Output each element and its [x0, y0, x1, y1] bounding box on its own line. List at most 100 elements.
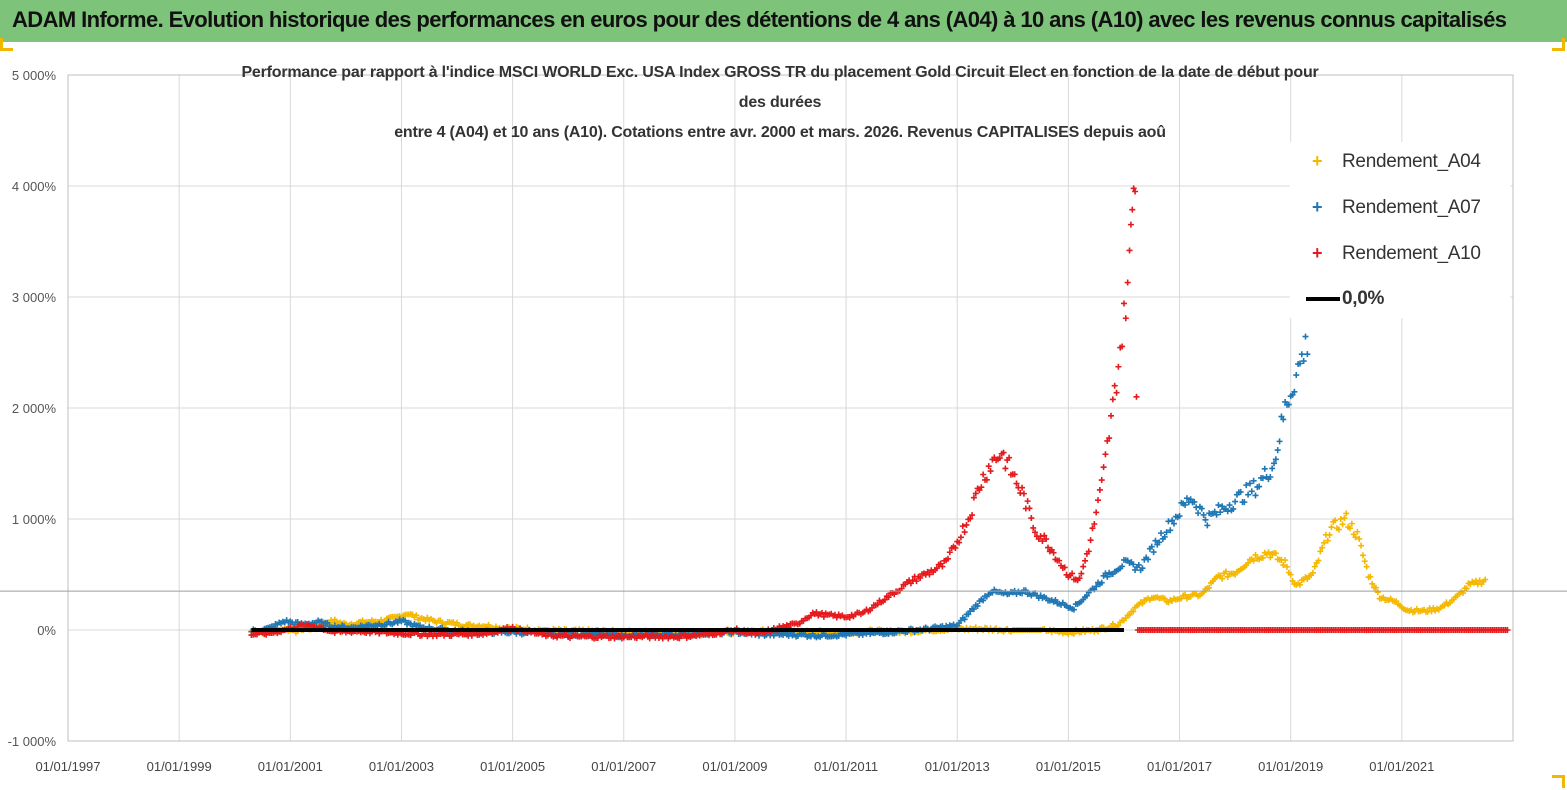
data-point	[1304, 576, 1311, 583]
data-point	[1217, 572, 1224, 579]
data-point	[468, 632, 475, 639]
data-point	[1346, 525, 1353, 532]
data-point	[1161, 533, 1168, 540]
data-point	[1020, 490, 1027, 497]
data-point	[933, 565, 940, 572]
data-point	[843, 632, 850, 639]
data-point	[996, 455, 1003, 462]
chart-title-line-1: Performance par rapport à l'indice MSCI …	[241, 64, 1319, 81]
data-point	[1317, 548, 1324, 555]
data-point	[1332, 517, 1339, 524]
series-rendement-a04	[248, 510, 1489, 639]
data-point	[1206, 584, 1213, 591]
data-point	[1045, 544, 1052, 551]
data-point	[1061, 564, 1068, 571]
data-point	[1022, 587, 1029, 594]
data-point	[331, 622, 338, 629]
data-point	[1163, 529, 1170, 536]
data-point	[1256, 483, 1263, 490]
x-tick-label: 01/01/2017	[1147, 759, 1212, 774]
data-point	[1169, 517, 1176, 524]
data-point	[965, 611, 972, 618]
data-point	[1119, 563, 1126, 570]
data-point	[1283, 563, 1290, 570]
data-point	[1348, 520, 1355, 527]
data-point	[1250, 477, 1257, 484]
data-point	[1300, 358, 1307, 365]
series-rendement-a07	[248, 333, 1311, 641]
legend-marker-zero	[1306, 297, 1340, 301]
data-point	[1250, 557, 1257, 564]
x-tick-label: 01/01/2011	[814, 759, 878, 774]
data-point	[1089, 525, 1096, 532]
data-point	[917, 574, 924, 581]
legend-label-a10: Rendement_A10	[1342, 243, 1481, 264]
corner-mark-bottom-right	[1552, 775, 1565, 788]
data-point	[1104, 573, 1111, 580]
x-tick-label: 01/01/2001	[258, 759, 323, 774]
data-point	[1309, 569, 1316, 576]
data-point	[1126, 247, 1133, 254]
data-point	[978, 484, 985, 491]
legend-label-zero: 0,0%	[1342, 288, 1385, 309]
data-point	[1321, 539, 1328, 546]
data-point	[394, 619, 401, 626]
data-point	[1245, 559, 1252, 566]
data-point	[913, 578, 920, 585]
data-point	[1354, 528, 1361, 535]
data-point	[1267, 473, 1274, 480]
data-point	[1265, 549, 1272, 556]
data-point	[1211, 508, 1218, 515]
data-point	[402, 617, 409, 624]
data-point	[963, 521, 970, 528]
data-point	[1339, 521, 1346, 528]
data-point	[1080, 563, 1087, 570]
data-point	[1091, 521, 1098, 528]
data-point	[1130, 561, 1137, 568]
legend-marker-a07: +	[1312, 197, 1323, 217]
data-point	[1056, 557, 1063, 564]
data-point	[970, 606, 977, 613]
data-point	[1078, 570, 1085, 577]
data-point	[1271, 460, 1278, 467]
data-point	[1132, 188, 1139, 195]
data-point	[1259, 554, 1266, 561]
data-point	[1191, 498, 1198, 505]
data-point	[1126, 611, 1133, 618]
y-tick-label: 4 000%	[12, 179, 57, 194]
data-point	[957, 534, 964, 541]
data-point	[1093, 509, 1100, 516]
data-point	[1282, 557, 1289, 564]
data-point	[263, 631, 270, 638]
data-point	[820, 613, 827, 620]
data-point	[1222, 568, 1229, 575]
y-tick-label: 5 000%	[12, 68, 57, 83]
data-point	[885, 594, 892, 601]
data-point	[1032, 529, 1039, 536]
performance-chart: -1 000% 0% 1 000% 2 000% 3 000% 4 000% 5 000% 0…	[0, 68, 1567, 774]
legend-item-a10: + Rendement_A10	[1290, 242, 1510, 268]
data-point	[1161, 595, 1168, 602]
data-point	[1167, 527, 1174, 534]
data-point	[1120, 300, 1127, 307]
data-point	[1087, 537, 1094, 544]
data-point	[1076, 575, 1083, 582]
data-point	[1119, 343, 1126, 350]
data-point	[1482, 576, 1489, 583]
data-point	[1148, 543, 1155, 550]
x-tick-label: 01/01/2009	[702, 759, 767, 774]
y-tick-label: 0%	[37, 623, 56, 638]
data-point	[1043, 536, 1050, 543]
data-point	[1200, 511, 1207, 518]
data-point	[1252, 551, 1259, 558]
x-tick-label: 01/01/2015	[1036, 759, 1101, 774]
legend-label-a04: Rendement_A04	[1342, 151, 1481, 172]
x-tick-label: 01/01/1999	[147, 759, 212, 774]
data-point	[898, 585, 905, 592]
data-point	[1115, 363, 1122, 370]
data-point	[1070, 606, 1077, 613]
x-tick-label: 01/01/2007	[591, 759, 656, 774]
data-point	[1024, 498, 1031, 505]
corner-mark-top-left	[0, 38, 13, 51]
data-point	[1124, 279, 1131, 286]
